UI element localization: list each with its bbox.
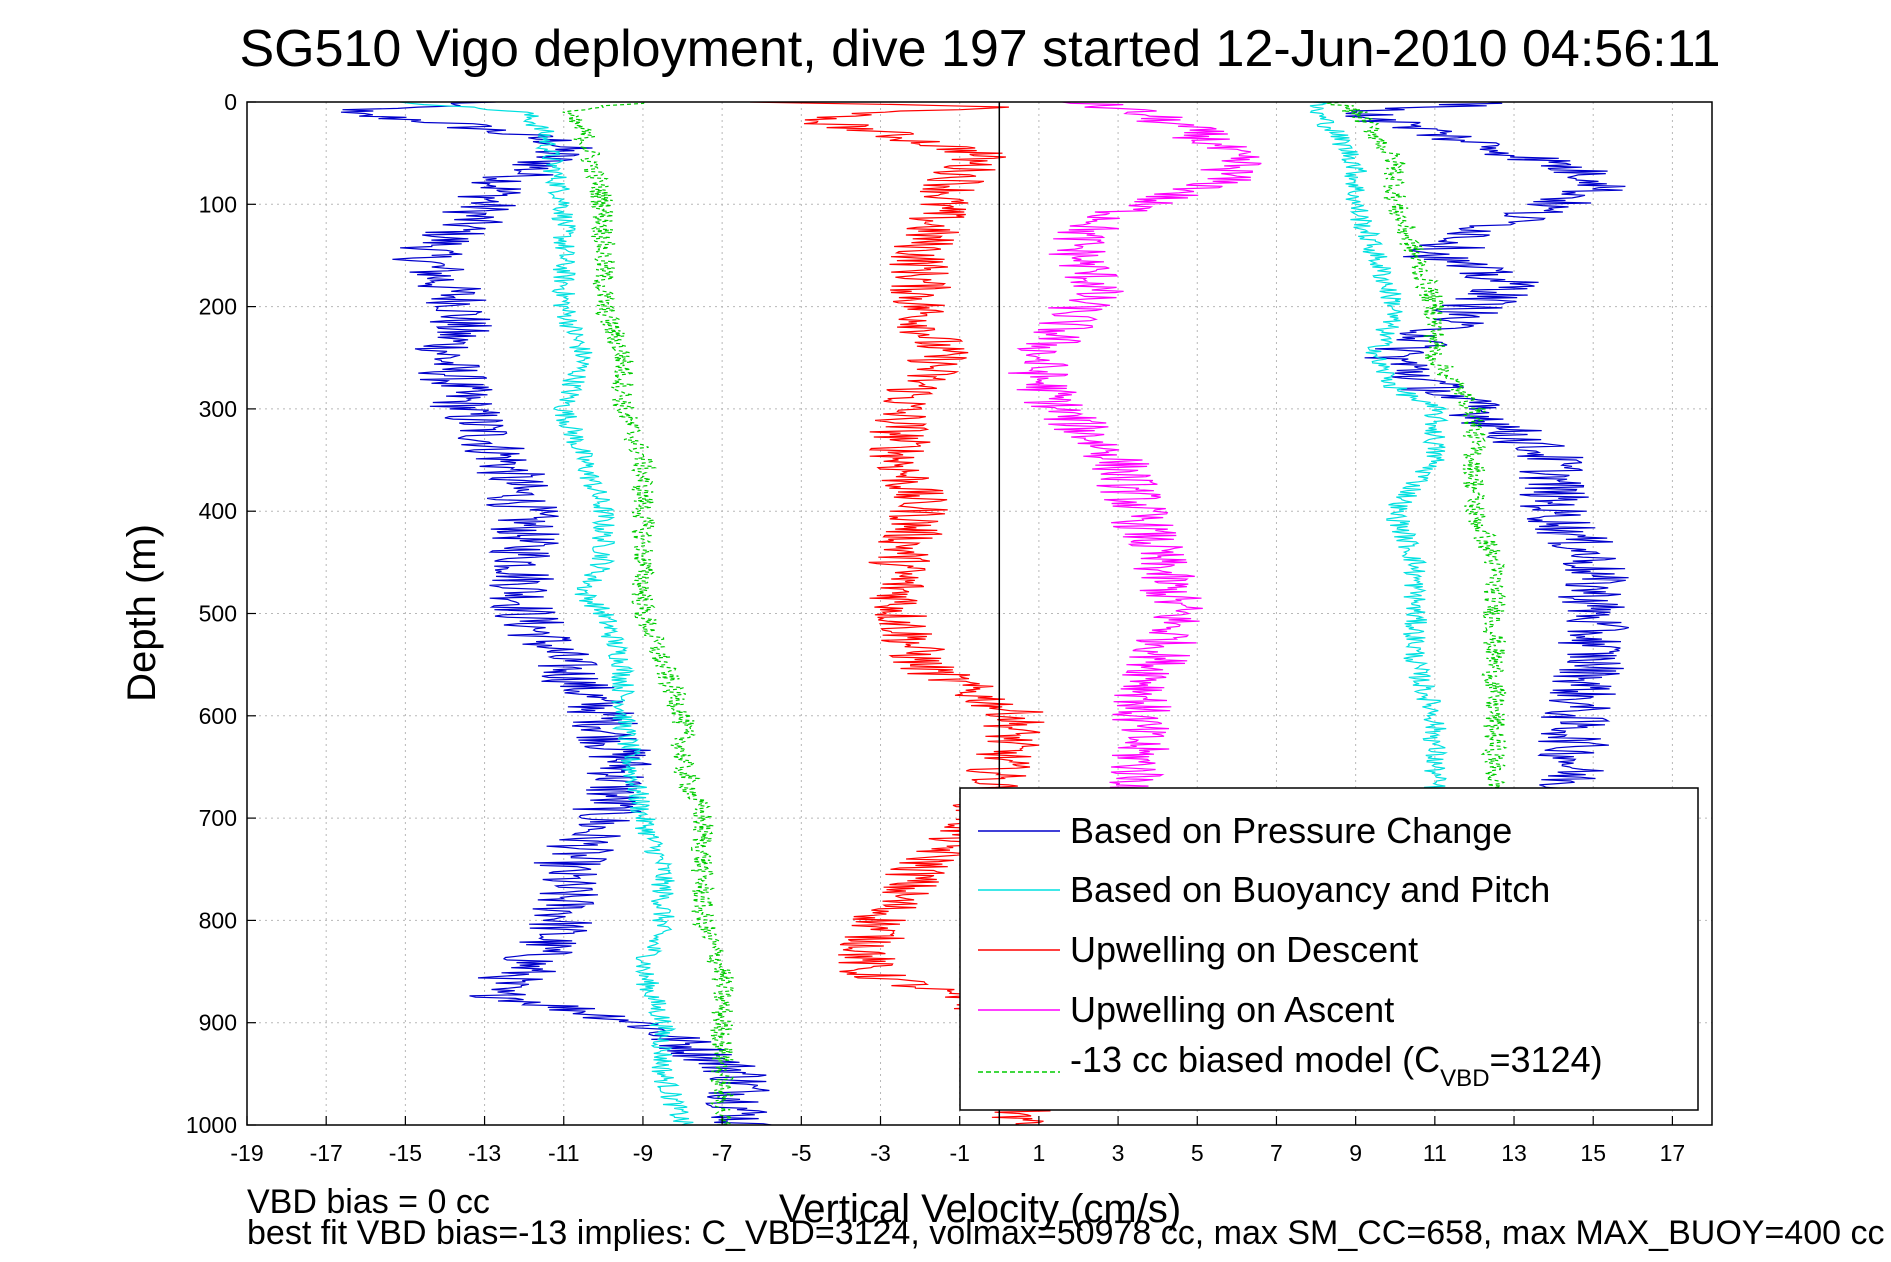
x-tick-label: -19 — [230, 1140, 263, 1166]
x-tick-label: 1 — [1032, 1140, 1045, 1166]
x-tick-label: 3 — [1112, 1140, 1125, 1166]
series-layer — [340, 102, 1629, 1125]
y-tick-label: 700 — [199, 805, 237, 831]
x-tick-label: 11 — [1423, 1140, 1447, 1166]
x-tick-label: -13 — [468, 1140, 501, 1166]
x-tick-label: -7 — [712, 1140, 732, 1166]
y-tick-label: 300 — [199, 396, 237, 422]
y-tick-label: 0 — [224, 89, 237, 115]
ascent-series-line-0 — [1345, 102, 1629, 819]
axis-ticks: -19 -17 -15 -13 -11 -9 -7 -5 -3 -1 1 3 5 7 9 11 13 15 1701… — [186, 89, 1685, 1166]
series-line-2 — [750, 102, 1052, 1125]
legend: Based on Pressure Change Based on Buoyanc… — [959, 787, 1699, 1111]
x-tick-label: -15 — [389, 1140, 422, 1166]
footer-line-1: VBD bias = 0 cc — [247, 1183, 490, 1221]
x-tick-label: -11 — [548, 1140, 580, 1166]
footer-line-2: best fit VBD bias=-13 implies: C_VBD=312… — [247, 1214, 1884, 1252]
series-line-3 — [1008, 102, 1262, 819]
y-axis-label: Depth (m) — [120, 524, 164, 702]
series-line-1 — [399, 102, 694, 1125]
x-tick-label: -5 — [791, 1140, 811, 1166]
x-tick-label: 17 — [1660, 1140, 1686, 1166]
y-tick-label: 800 — [199, 907, 237, 933]
legend-box — [959, 787, 1699, 1111]
ascent-series-line-1 — [1309, 102, 1449, 819]
y-tick-label: 1000 — [186, 1112, 237, 1138]
x-tick-label: -9 — [633, 1140, 653, 1166]
legend-label-2: Upwelling on Descent — [1070, 929, 1418, 970]
x-tick-label: -3 — [870, 1140, 890, 1166]
x-tick-label: -1 — [949, 1140, 969, 1166]
x-tick-label: 7 — [1270, 1140, 1283, 1166]
legend-label-1: Based on Buoyancy and Pitch — [1070, 869, 1550, 910]
y-tick-label: 200 — [199, 294, 237, 320]
y-tick-label: 600 — [199, 703, 237, 729]
x-axis-label: Vertical Velocity (cm/s) — [779, 1187, 1181, 1231]
y-tick-label: 400 — [199, 498, 237, 524]
x-tick-label: 15 — [1580, 1140, 1606, 1166]
y-tick-label: 500 — [199, 601, 237, 627]
x-tick-label: 5 — [1191, 1140, 1204, 1166]
legend-label-3: Upwelling on Ascent — [1070, 989, 1394, 1030]
y-tick-label: 900 — [199, 1010, 237, 1036]
legend-label-4: -13 cc biased model (CVBD=3124) — [1070, 1039, 1603, 1092]
ascent-series-line-2 — [1326, 102, 1508, 819]
x-tick-label: 9 — [1349, 1140, 1362, 1166]
chart-title: SG510 Vigo deployment, dive 197 started … — [239, 20, 1720, 78]
y-tick-label: 100 — [199, 191, 237, 217]
x-tick-label: 13 — [1501, 1140, 1527, 1166]
legend-label-0: Based on Pressure Change — [1070, 810, 1512, 851]
x-tick-label: -17 — [310, 1140, 343, 1166]
series-line-0 — [340, 102, 772, 1125]
